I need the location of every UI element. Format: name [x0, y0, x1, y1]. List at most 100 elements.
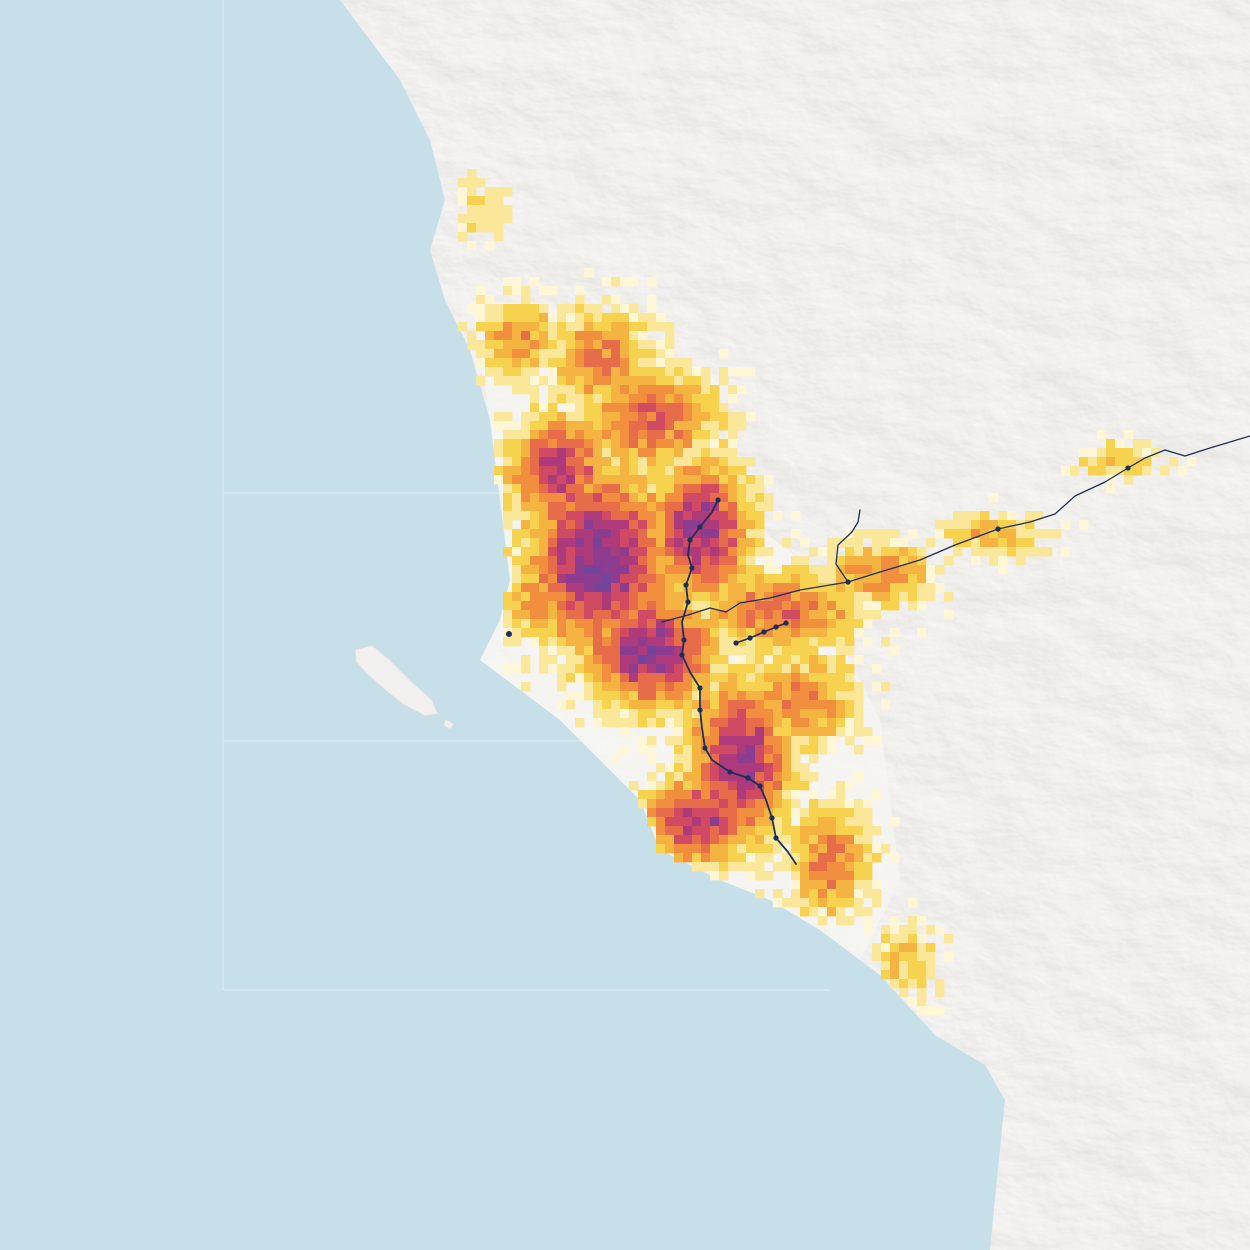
density-cell [710, 808, 720, 818]
density-cell [710, 844, 720, 854]
density-cell [791, 592, 801, 602]
density-cell [503, 619, 513, 629]
density-cell [719, 808, 729, 818]
density-cell [755, 646, 765, 656]
density-cell [593, 376, 603, 386]
density-cell [827, 655, 837, 665]
density-cell [611, 403, 621, 413]
density-cell [710, 466, 720, 476]
density-cell [836, 916, 846, 926]
density-cell [737, 718, 747, 728]
density-cell [512, 277, 522, 287]
density-cell [656, 646, 666, 656]
density-cell [755, 889, 765, 899]
density-cell [620, 709, 630, 719]
density-cell [611, 484, 621, 494]
density-cell [926, 970, 936, 980]
density-cell [962, 520, 972, 530]
density-cell [782, 772, 792, 782]
density-cell [665, 619, 675, 629]
density-cell [629, 583, 639, 593]
density-cell [557, 439, 567, 449]
density-cell [656, 538, 666, 548]
density-cell [548, 502, 558, 512]
density-cell [692, 520, 702, 530]
density-cell [809, 592, 819, 602]
density-cell [809, 700, 819, 710]
density-cell [656, 682, 666, 692]
density-cell [683, 772, 693, 782]
density-cell [656, 763, 666, 773]
density-cell [692, 736, 702, 746]
density-cell [530, 385, 540, 395]
density-cell [665, 394, 675, 404]
density-cell [539, 412, 549, 422]
density-cell [503, 484, 513, 494]
density-cell [1079, 457, 1089, 467]
density-cell [719, 376, 729, 386]
density-cell [854, 745, 864, 755]
density-cell [827, 709, 837, 719]
density-cell [863, 925, 873, 935]
density-cell [908, 970, 918, 980]
density-cell [719, 781, 729, 791]
density-cell [485, 349, 495, 359]
density-cell [557, 421, 567, 431]
density-cell [629, 457, 639, 467]
density-cell [728, 754, 738, 764]
density-cell [872, 529, 882, 539]
density-cell [1025, 511, 1035, 521]
density-cell [647, 754, 657, 764]
density-cell [584, 484, 594, 494]
density-cell [575, 502, 585, 512]
density-cell [683, 763, 693, 773]
density-cell [863, 637, 873, 647]
density-cell [881, 970, 891, 980]
density-cell [917, 952, 927, 962]
density-cell [602, 403, 612, 413]
density-cell [521, 484, 531, 494]
density-cell [638, 403, 648, 413]
density-cell [1025, 547, 1035, 557]
density-cell [665, 574, 675, 584]
density-cell [728, 583, 738, 593]
density-cell [638, 565, 648, 575]
density-cell [629, 637, 639, 647]
density-cell [566, 529, 576, 539]
density-cell [584, 601, 594, 611]
density-cell [683, 367, 693, 377]
density-cell [584, 646, 594, 656]
density-cell [566, 340, 576, 350]
density-cell [512, 421, 522, 431]
density-cell [521, 502, 531, 512]
density-cell [557, 340, 567, 350]
density-cell [665, 736, 675, 746]
density-cell [584, 439, 594, 449]
density-cell [647, 295, 657, 305]
density-cell [647, 448, 657, 458]
density-cell [854, 853, 864, 863]
density-cell [656, 556, 666, 566]
density-cell [746, 484, 756, 494]
density-cell [701, 385, 711, 395]
density-cell [1115, 448, 1125, 458]
density-cell [575, 475, 585, 485]
density-cell [1034, 511, 1044, 521]
density-cell [557, 502, 567, 512]
density-cell [683, 637, 693, 647]
density-cell [728, 772, 738, 782]
density-cell [692, 610, 702, 620]
density-cell [557, 700, 567, 710]
density-cell [566, 628, 576, 638]
density-cell [656, 781, 666, 791]
density-cell [629, 592, 639, 602]
density-cell [710, 664, 720, 674]
density-cell [647, 511, 657, 521]
density-cell [791, 790, 801, 800]
density-cell [737, 655, 747, 665]
density-cell [1097, 448, 1107, 458]
density-cell [548, 286, 558, 296]
density-cell [467, 196, 477, 206]
density-cell [710, 511, 720, 521]
density-cell [584, 367, 594, 377]
